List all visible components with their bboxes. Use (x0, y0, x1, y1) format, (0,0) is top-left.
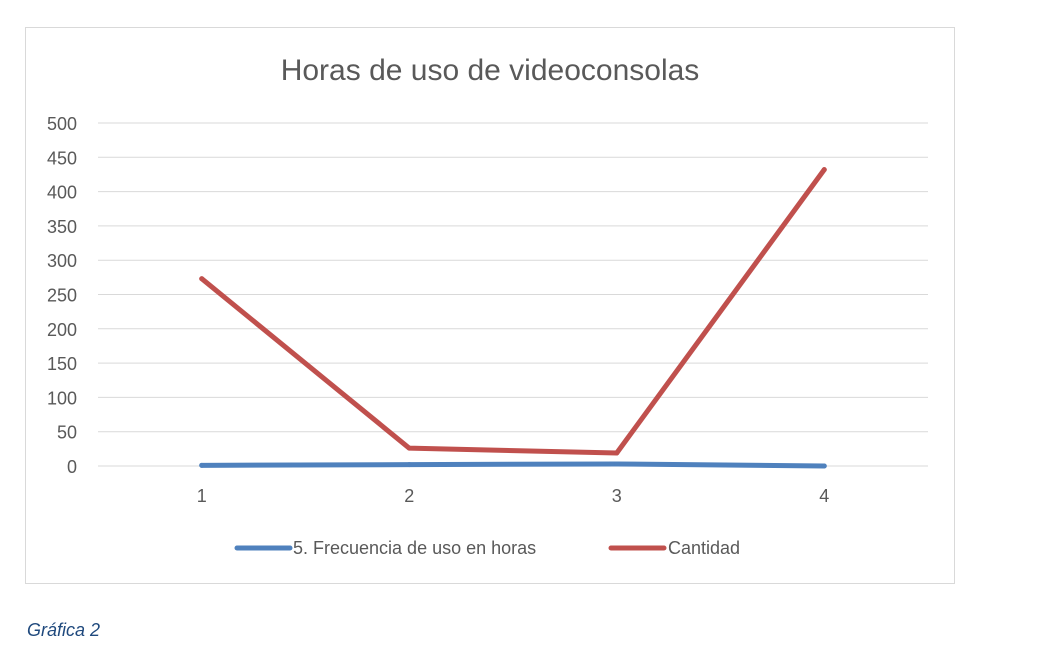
x-tick-label: 1 (197, 486, 207, 506)
y-tick-label: 50 (57, 423, 77, 443)
data-point (614, 450, 620, 456)
y-tick-label: 150 (47, 354, 77, 374)
series-line-2 (199, 167, 827, 456)
data-point (199, 276, 205, 282)
series-line-1 (199, 461, 827, 469)
y-tick-label: 100 (47, 388, 77, 408)
data-point (821, 463, 827, 469)
legend-item-2: Cantidad (608, 538, 740, 558)
y-tick-label: 0 (67, 457, 77, 477)
x-tick-label: 3 (612, 486, 622, 506)
data-point (614, 461, 620, 467)
y-tick-label: 200 (47, 320, 77, 340)
y-tick-label: 300 (47, 251, 77, 271)
y-tick-label: 250 (47, 286, 77, 306)
data-point (406, 445, 412, 451)
y-tick-label: 350 (47, 217, 77, 237)
y-tick-label: 400 (47, 183, 77, 203)
x-tick-label: 2 (404, 486, 414, 506)
data-point (406, 462, 412, 468)
figure-caption: Gráfica 2 (27, 620, 101, 640)
legend-item-1: 5. Frecuencia de uso en horas (234, 538, 536, 558)
y-tick-label: 500 (47, 114, 77, 134)
y-tick-label: 450 (47, 148, 77, 168)
chart-title: Horas de uso de videoconsolas (281, 54, 700, 87)
data-point (199, 462, 205, 468)
legend-label: 5. Frecuencia de uso en horas (293, 538, 536, 558)
legend-label: Cantidad (668, 538, 740, 558)
x-tick-label: 4 (819, 486, 829, 506)
data-point (821, 167, 827, 173)
chart-frame (25, 27, 955, 584)
